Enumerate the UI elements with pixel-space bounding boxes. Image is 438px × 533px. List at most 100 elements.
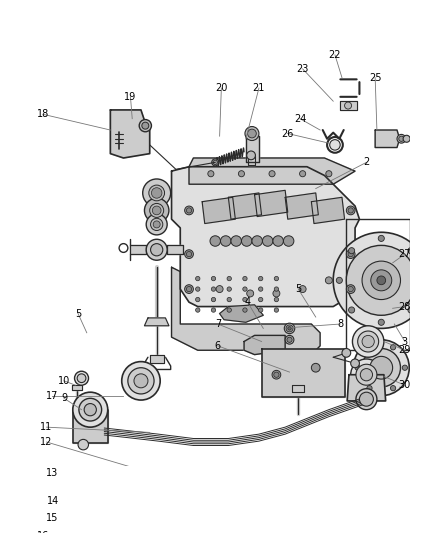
Circle shape [330,140,340,150]
Circle shape [356,364,377,385]
Text: 29: 29 [399,345,411,356]
Circle shape [274,277,279,281]
Circle shape [134,374,148,388]
Circle shape [252,236,262,246]
Polygon shape [311,197,345,223]
Circle shape [212,159,219,166]
Text: 3: 3 [402,336,408,346]
Circle shape [243,277,247,281]
Circle shape [397,134,406,143]
Circle shape [377,276,385,285]
Circle shape [151,244,163,256]
Text: 19: 19 [124,92,137,102]
Polygon shape [261,349,345,397]
Circle shape [283,236,294,246]
Text: 23: 23 [297,64,309,74]
Text: 21: 21 [253,83,265,93]
Circle shape [151,219,163,231]
Circle shape [326,171,332,177]
Circle shape [356,389,377,410]
Circle shape [243,308,247,312]
Circle shape [351,359,360,368]
Polygon shape [110,110,150,158]
Circle shape [196,308,200,312]
Circle shape [211,287,215,291]
Circle shape [349,248,355,254]
Circle shape [353,326,384,357]
Polygon shape [150,354,164,364]
Circle shape [408,248,414,254]
Circle shape [139,119,152,132]
Circle shape [77,374,86,383]
Polygon shape [172,267,320,350]
Polygon shape [247,156,254,165]
Text: 11: 11 [40,422,53,432]
Text: 26: 26 [282,128,294,139]
Circle shape [79,398,102,421]
Circle shape [355,365,360,370]
Polygon shape [244,335,285,354]
Circle shape [185,250,194,259]
Circle shape [208,171,214,177]
Polygon shape [167,245,183,254]
Text: 15: 15 [46,513,58,523]
Circle shape [360,392,374,406]
Circle shape [408,307,414,313]
Circle shape [353,340,409,395]
Circle shape [185,285,194,294]
Circle shape [227,297,231,302]
Circle shape [362,349,400,387]
Text: 13: 13 [46,467,58,478]
Circle shape [274,308,279,312]
Polygon shape [172,167,360,306]
Circle shape [348,208,353,213]
Circle shape [346,206,355,215]
Circle shape [241,236,252,246]
Polygon shape [131,245,146,254]
Circle shape [351,359,382,391]
Circle shape [300,171,306,177]
Circle shape [346,285,355,294]
Circle shape [284,323,295,334]
Text: 27: 27 [399,249,411,259]
Circle shape [220,236,231,246]
Circle shape [146,214,167,235]
Polygon shape [285,193,318,219]
Circle shape [390,385,396,391]
Circle shape [273,290,280,297]
Circle shape [370,357,392,379]
Circle shape [247,290,254,297]
Circle shape [258,308,263,312]
Text: 12: 12 [40,437,53,447]
Circle shape [336,277,343,284]
Circle shape [399,136,404,141]
Text: 22: 22 [328,50,341,60]
Circle shape [325,277,332,284]
Circle shape [273,236,283,246]
Circle shape [402,365,407,370]
Polygon shape [145,318,169,326]
Circle shape [185,206,194,215]
Circle shape [403,135,410,142]
Circle shape [187,286,192,292]
Circle shape [262,236,273,246]
Circle shape [122,361,160,400]
Circle shape [196,287,200,291]
Text: 30: 30 [399,380,411,390]
Circle shape [362,261,400,300]
Circle shape [153,221,160,228]
Polygon shape [292,385,304,392]
Circle shape [227,308,231,312]
Circle shape [346,245,416,316]
Text: 5: 5 [295,284,301,294]
Circle shape [358,331,379,352]
Circle shape [238,171,244,177]
Text: 7: 7 [215,319,221,329]
Polygon shape [202,197,235,223]
Circle shape [152,206,161,215]
Circle shape [348,286,353,292]
Circle shape [311,364,320,372]
Polygon shape [72,385,82,390]
Text: 28: 28 [399,302,411,312]
Circle shape [210,236,220,246]
